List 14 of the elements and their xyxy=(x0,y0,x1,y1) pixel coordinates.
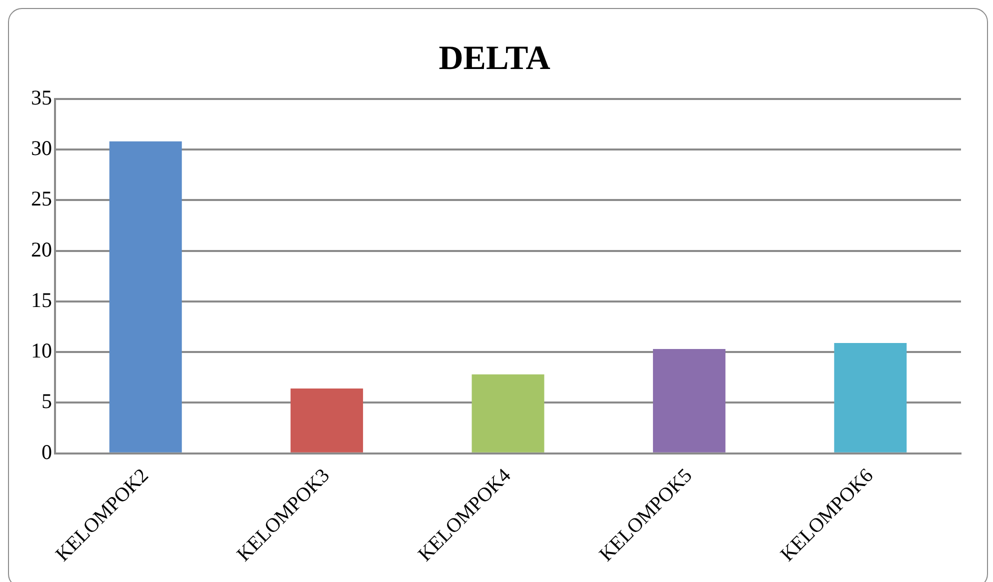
chart-title: DELTA xyxy=(438,40,551,78)
y-tick-label: 15 xyxy=(31,288,52,312)
bar xyxy=(290,388,364,452)
bar xyxy=(472,374,544,452)
bar xyxy=(109,141,182,452)
y-tick-label: 30 xyxy=(31,136,52,160)
y-tick-label: 25 xyxy=(31,186,52,211)
y-tick-label: 0 xyxy=(42,440,52,464)
bar xyxy=(834,342,907,452)
y-tick-label: 35 xyxy=(31,85,52,110)
bar xyxy=(652,349,726,452)
y-tick-label: 5 xyxy=(42,389,52,414)
y-tick-label: 10 xyxy=(31,338,52,363)
y-tick-label: 20 xyxy=(31,237,52,262)
